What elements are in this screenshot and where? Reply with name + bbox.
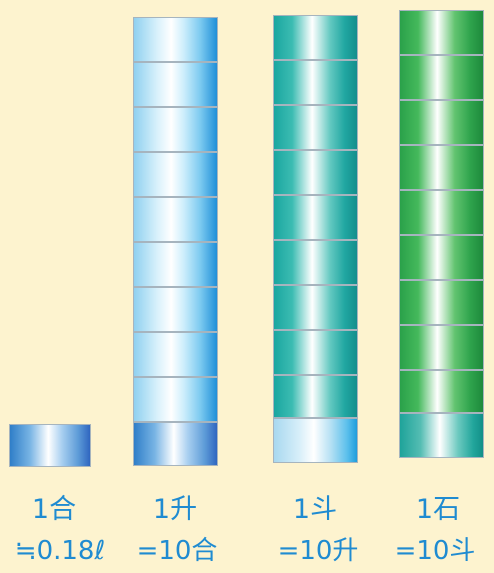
sho-segment-2 [133,62,218,107]
koku-segment-3 [399,100,484,145]
koku-segment-6 [399,235,484,280]
sho-segment-8 [133,332,218,377]
koku-segment-5 [399,190,484,235]
sho-segment-7 [133,287,218,332]
koku-segment-7 [399,280,484,325]
sho-unit-name: 1升 [152,494,198,525]
go-unit-equivalence: ≒0.18ℓ [14,536,106,566]
koku-unit-column [399,10,484,458]
koku-segment-8 [399,325,484,370]
to-segment-4 [273,150,358,195]
to-segment-5 [273,195,358,240]
to-unit-column [273,15,358,463]
to-segment-10 [273,418,358,463]
sho-unit-column [133,17,218,466]
to-segment-9 [273,375,358,418]
sho-segment-1 [133,17,218,62]
koku-unit-equivalence: =10斗 [394,536,476,566]
to-segment-1 [273,15,358,60]
koku-segment-4 [399,145,484,190]
koku-segment-1 [399,10,484,55]
to-segment-2 [273,60,358,105]
to-segment-6 [273,240,358,285]
sho-segment-5 [133,197,218,242]
to-unit-name: 1斗 [292,494,338,525]
sho-segment-3 [133,107,218,152]
sho-segment-9 [133,377,218,422]
to-segment-3 [273,105,358,150]
sho-unit-equivalence: =10合 [136,536,218,566]
koku-segment-9 [399,370,484,413]
sho-segment-6 [133,242,218,287]
koku-segment-10 [399,413,484,458]
go-unit-name: 1合 [31,494,77,525]
sho-segment-4 [133,152,218,197]
sho-segment-10 [133,422,218,466]
to-unit-equivalence: =10升 [277,536,359,566]
go-unit-column [9,424,91,467]
koku-unit-name: 1石 [415,494,461,525]
to-segment-7 [273,285,358,330]
koku-segment-2 [399,55,484,100]
to-segment-8 [273,330,358,375]
go-segment [9,424,91,467]
